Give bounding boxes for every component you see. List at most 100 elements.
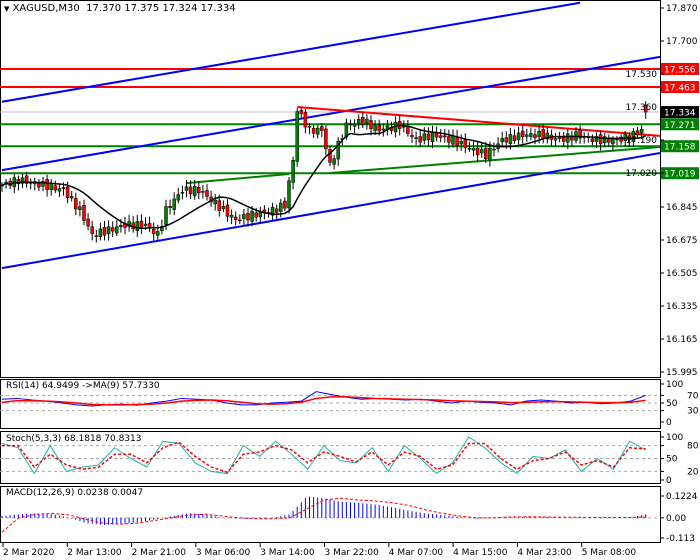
candle-body <box>151 228 156 235</box>
candle-body <box>24 175 29 184</box>
level-price-label: 17.158 <box>664 143 696 153</box>
candle-body <box>434 132 439 138</box>
candle-body <box>566 133 570 143</box>
candle-body <box>115 226 119 234</box>
y-tick-label: 17.530 <box>626 70 658 80</box>
x-tick-label: 4 Mar 15:00 <box>453 548 508 558</box>
candle-body <box>164 206 168 225</box>
candle-body <box>590 138 595 142</box>
rsi-panel-frame <box>0 379 661 429</box>
candle-body <box>459 140 463 145</box>
candle-body <box>213 199 217 205</box>
candle-body <box>529 133 533 137</box>
candle-body <box>242 214 246 219</box>
candle-body <box>37 183 41 188</box>
candle-body <box>598 134 603 145</box>
y-tick-label: 16.335 <box>666 302 698 312</box>
candle-body <box>61 187 66 190</box>
indicator-y-tick-label: 0.00 <box>666 514 686 524</box>
indicator-y-tick-label: 100 <box>666 380 683 390</box>
candle-body <box>324 128 328 150</box>
ohlc-values: 17.370 17.375 17.324 17.334 <box>86 3 236 14</box>
candle-body <box>49 183 53 190</box>
indicator-y-tick-label: 50 <box>666 399 678 409</box>
candle-body <box>356 118 361 125</box>
candle-body <box>516 132 521 141</box>
candle-body <box>246 213 250 221</box>
candle-body <box>643 104 648 113</box>
candle-body <box>283 200 287 209</box>
x-tick-label: 2 Mar 21:00 <box>132 548 187 558</box>
candle-body <box>508 133 513 144</box>
y-tick-label: 17.190 <box>626 136 658 146</box>
y-tick-label: 16.165 <box>666 335 698 345</box>
candle-body <box>102 226 107 236</box>
candle-body <box>184 186 189 191</box>
stoch-title: Stoch(5,3,3) 68.1818 70.8313 <box>6 434 142 444</box>
candle-body <box>541 129 545 140</box>
candle-body <box>328 149 332 163</box>
candle-body <box>426 133 431 141</box>
candle-body <box>90 226 94 235</box>
dropdown-triangle-icon[interactable]: ▼ <box>4 5 10 13</box>
moving-average-line <box>1 124 646 230</box>
y-tick-label: 17.020 <box>626 169 658 179</box>
candle-body <box>561 136 566 142</box>
trendline <box>297 106 661 137</box>
candle-body <box>545 132 550 140</box>
candle-body <box>418 136 422 143</box>
candle-body <box>578 129 582 139</box>
candle-body <box>106 226 111 235</box>
main-panel-frame <box>0 0 661 378</box>
indicator-series-line <box>1 391 646 407</box>
candle-body <box>176 194 181 201</box>
candle-body <box>631 131 636 142</box>
indicator-y-tick-label: 30 <box>687 407 699 417</box>
candle-body <box>254 212 258 218</box>
candle-body <box>307 126 312 128</box>
candle-body <box>205 190 209 197</box>
candle-body <box>504 137 509 143</box>
candle-body <box>291 160 295 183</box>
candle-body <box>471 147 476 151</box>
trendline <box>1 152 661 270</box>
y-tick-label: 16.845 <box>666 203 698 213</box>
candle-body <box>373 125 377 131</box>
candle-body <box>41 181 45 187</box>
candle-body <box>430 132 435 143</box>
candle-body <box>94 235 99 238</box>
candle-body <box>74 198 78 210</box>
level-price-label-bg <box>661 167 699 180</box>
stoch-panel-frame <box>0 431 661 484</box>
candle-body <box>492 148 496 151</box>
candle-body <box>381 128 386 131</box>
indicator-y-tick-label: 100 <box>666 433 683 443</box>
candle-body <box>602 136 607 144</box>
candle-body <box>250 210 254 222</box>
x-tick-label: 2 Mar 2020 <box>3 548 55 558</box>
candle-body <box>217 200 222 211</box>
candle-body <box>86 218 90 227</box>
candle-body <box>270 207 275 216</box>
indicator-y-tick-label: 0 <box>666 418 672 428</box>
candles <box>0 101 648 243</box>
y-tick-label: 15.995 <box>666 368 698 378</box>
trendline <box>1 1 581 103</box>
candle-body <box>315 127 320 135</box>
candle-body <box>98 228 103 237</box>
candle-body <box>352 123 357 127</box>
candle-body <box>512 135 517 142</box>
indicator-y-tick-label: 0 <box>666 476 672 486</box>
indicator-y-tick-label: 50 <box>666 455 678 465</box>
trendline <box>1 55 661 172</box>
candle-body <box>238 219 242 222</box>
candle-body <box>447 136 451 143</box>
candle-body <box>336 140 340 160</box>
y-tick-label: 17.700 <box>666 37 698 47</box>
symbol-header: ▼ XAGUSD,M30 17.370 17.375 17.324 17.334 <box>4 3 236 14</box>
candle-body <box>639 128 644 134</box>
candle-body <box>635 130 640 136</box>
macd-panel-frame <box>0 486 661 543</box>
